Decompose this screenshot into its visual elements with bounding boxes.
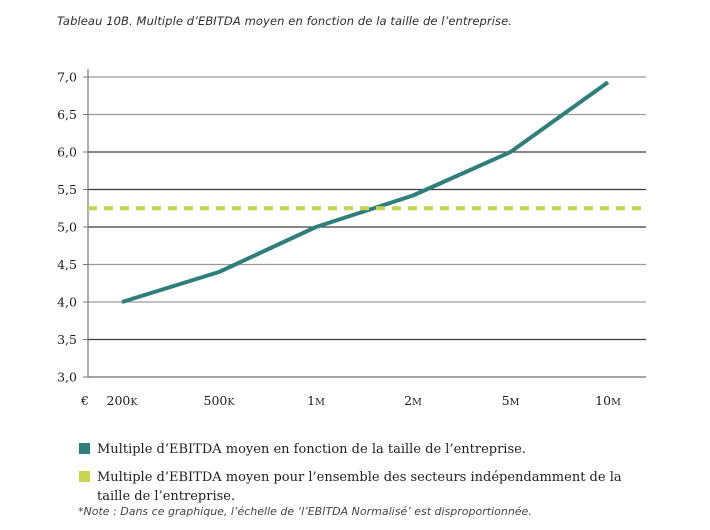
legend-swatch-green bbox=[79, 471, 90, 482]
legend-item-size: Multiple d’EBITDA moyen en fonction de l… bbox=[79, 440, 659, 459]
y-tick-label: 3,5 bbox=[57, 332, 77, 347]
x-tick-label: 500K bbox=[204, 393, 236, 408]
chart-title: Tableau 10B. Multiple d’EBITDA moyen en … bbox=[57, 14, 513, 28]
chart-canvas: 7,0 6,5 6,0 5,5 5,0 4,5 4,0 3,5 3,0€ 200K 500K 1M 2M… bbox=[57, 69, 646, 408]
y-tick-label: 6,0 bbox=[57, 145, 77, 160]
y-tick-label: 5,0 bbox=[57, 220, 77, 235]
legend-label-size: Multiple d’EBITDA moyen en fonction de l… bbox=[97, 442, 526, 457]
y-tick-label: 4,5 bbox=[57, 257, 77, 272]
x-tick-label: 10M bbox=[595, 393, 621, 408]
x-tick-label: 5M bbox=[502, 393, 520, 408]
ebitda-line bbox=[121, 80, 610, 304]
y-tick-label: 5,5 bbox=[57, 182, 77, 197]
chart-legend: Multiple d’EBITDA moyen en fonction de l… bbox=[79, 440, 659, 515]
footnote: *Note : Dans ce graphique, l’échelle de … bbox=[78, 505, 532, 518]
y-tick-label: 7,0 bbox=[57, 70, 77, 85]
legend-label-all-sectors: Multiple d’EBITDA moyen pour l’ensemble … bbox=[97, 470, 622, 504]
x-tick-label: 200K bbox=[107, 393, 139, 408]
x-tick-label: 1M bbox=[307, 393, 325, 408]
legend-item-all-sectors: Multiple d’EBITDA moyen pour l’ensemble … bbox=[79, 468, 659, 506]
x-axis-currency-label: € bbox=[80, 393, 89, 408]
y-tick-label: 6,5 bbox=[57, 107, 77, 122]
y-tick-label: 3,0 bbox=[57, 370, 77, 385]
y-tick-label: 4,0 bbox=[57, 295, 77, 310]
x-tick-label: 2M bbox=[404, 393, 422, 408]
line-chart: 7,0 6,5 6,0 5,5 5,0 4,5 4,0 3,5 3,0 €200K 500K 1M 2M… bbox=[0, 60, 710, 420]
legend-swatch-teal bbox=[79, 443, 90, 454]
